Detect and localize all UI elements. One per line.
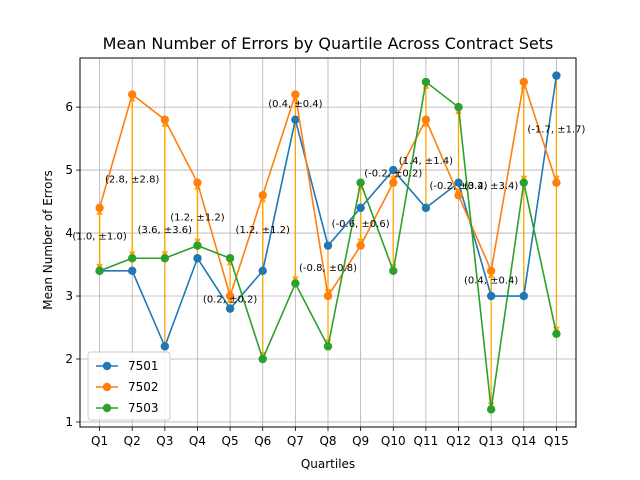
y-tick-label: 1 [65, 415, 73, 429]
diff-annotation: (-0.2, ±0.2) [430, 181, 488, 192]
data-point [454, 178, 463, 187]
legend-swatch-marker [102, 361, 112, 371]
y-tick-label: 6 [65, 100, 73, 114]
data-point [258, 354, 267, 364]
data-point [225, 291, 235, 301]
data-point [389, 266, 398, 276]
data-point [356, 178, 365, 187]
data-point [421, 77, 431, 87]
data-point [552, 329, 561, 339]
x-tick-label: Q9 [352, 434, 369, 448]
x-tick-label: Q12 [446, 434, 471, 448]
diff-annotation: (0.4, ±0.4) [464, 275, 518, 286]
data-point [128, 90, 137, 99]
diff-annotation: (1.2, ±1.2) [170, 212, 224, 223]
x-tick-label: Q15 [544, 434, 569, 448]
data-point [519, 178, 528, 187]
legend-label: 7502 [128, 380, 159, 394]
data-point [193, 241, 202, 250]
x-axis-label: Quartiles [301, 457, 355, 471]
data-point [323, 342, 333, 351]
diff-annotation: (0.2, ±0.2) [203, 294, 257, 305]
legend-swatch-marker [102, 403, 112, 413]
annotations: (1.0, ±1.0) (2.8, ±2.8) (3.6, ±3.6) (1.2, ±… [72, 99, 585, 305]
data-point [193, 178, 202, 187]
x-tick-label: Q3 [156, 434, 173, 448]
data-point [258, 266, 267, 276]
diff-annotation: (1.4, ±1.4) [399, 156, 453, 167]
x-tick-label: Q2 [124, 434, 141, 448]
data-point [356, 203, 365, 213]
x-tick-label: Q4 [189, 434, 206, 448]
diff-annotation: (1.2, ±1.2) [236, 225, 290, 236]
data-point [552, 71, 561, 80]
data-point [95, 266, 104, 276]
data-point [454, 191, 463, 200]
data-point [421, 203, 431, 213]
x-tick-label: Q14 [511, 434, 536, 448]
diff-annotation: (3.6, ±3.6) [138, 225, 192, 236]
data-point [160, 254, 170, 263]
data-point [454, 102, 463, 112]
y-tick-label: 2 [65, 352, 73, 366]
y-tick-label: 5 [65, 163, 73, 177]
data-point [519, 77, 528, 87]
x-tick-label: Q5 [222, 434, 239, 448]
data-point [225, 304, 235, 313]
data-point [225, 254, 235, 263]
data-point [291, 90, 300, 99]
diff-annotation: (-0.2, ±0.2) [364, 168, 422, 179]
data-point [95, 203, 104, 213]
data-point [356, 241, 365, 250]
series-lines [95, 71, 561, 414]
y-tick-label: 3 [65, 289, 73, 303]
data-point [323, 291, 333, 301]
data-point [552, 178, 561, 187]
diff-annotation: (2.8, ±2.8) [105, 175, 159, 186]
data-point [389, 178, 398, 187]
x-tick-label: Q1 [91, 434, 108, 448]
data-point [486, 291, 496, 301]
data-point [258, 191, 267, 200]
legend: 7501 7502 7503 [87, 351, 171, 421]
x-tick-label: Q10 [381, 434, 406, 448]
x-tick-label: Q13 [479, 434, 504, 448]
data-point [486, 405, 496, 414]
data-point [421, 115, 431, 124]
data-point [160, 115, 170, 124]
diff-annotation: (-1.7, ±1.7) [527, 124, 585, 135]
y-tick-label: 4 [65, 226, 73, 240]
data-point [193, 254, 202, 263]
legend-label: 7501 [128, 359, 159, 373]
data-point [128, 254, 137, 263]
diff-annotation: (0.4, ±0.4) [268, 99, 322, 110]
data-point [291, 115, 300, 124]
x-tick-label: Q7 [287, 434, 304, 448]
data-point [389, 165, 398, 175]
data-point [323, 241, 333, 250]
data-point [160, 342, 170, 351]
data-point [486, 266, 496, 276]
data-point [291, 279, 300, 288]
x-tick-label: Q8 [319, 434, 336, 448]
diff-annotation: (-0.8, ±0.8) [299, 263, 357, 274]
diff-annotation: (1.0, ±1.0) [72, 231, 126, 242]
legend-label: 7503 [128, 401, 159, 415]
diff-annotation: (-0.6, ±0.6) [332, 219, 390, 230]
data-point [519, 291, 528, 301]
chart-title: Mean Number of Errors by Quartile Across… [103, 34, 554, 53]
axis-ticks: Q1 Q2 Q3 Q4 Q5 Q6 Q7 Q8 Q9 Q10 Q11 Q12 Q13 Q14 Q15 1 2 3 4… [65, 100, 568, 448]
x-tick-label: Q11 [414, 434, 439, 448]
y-axis-label: Mean Number of Errors [41, 170, 55, 309]
x-tick-label: Q6 [254, 434, 271, 448]
data-point [128, 266, 137, 276]
diff-annotation: (3.4, ±3.4) [464, 181, 518, 192]
legend-swatch-marker [102, 382, 112, 392]
